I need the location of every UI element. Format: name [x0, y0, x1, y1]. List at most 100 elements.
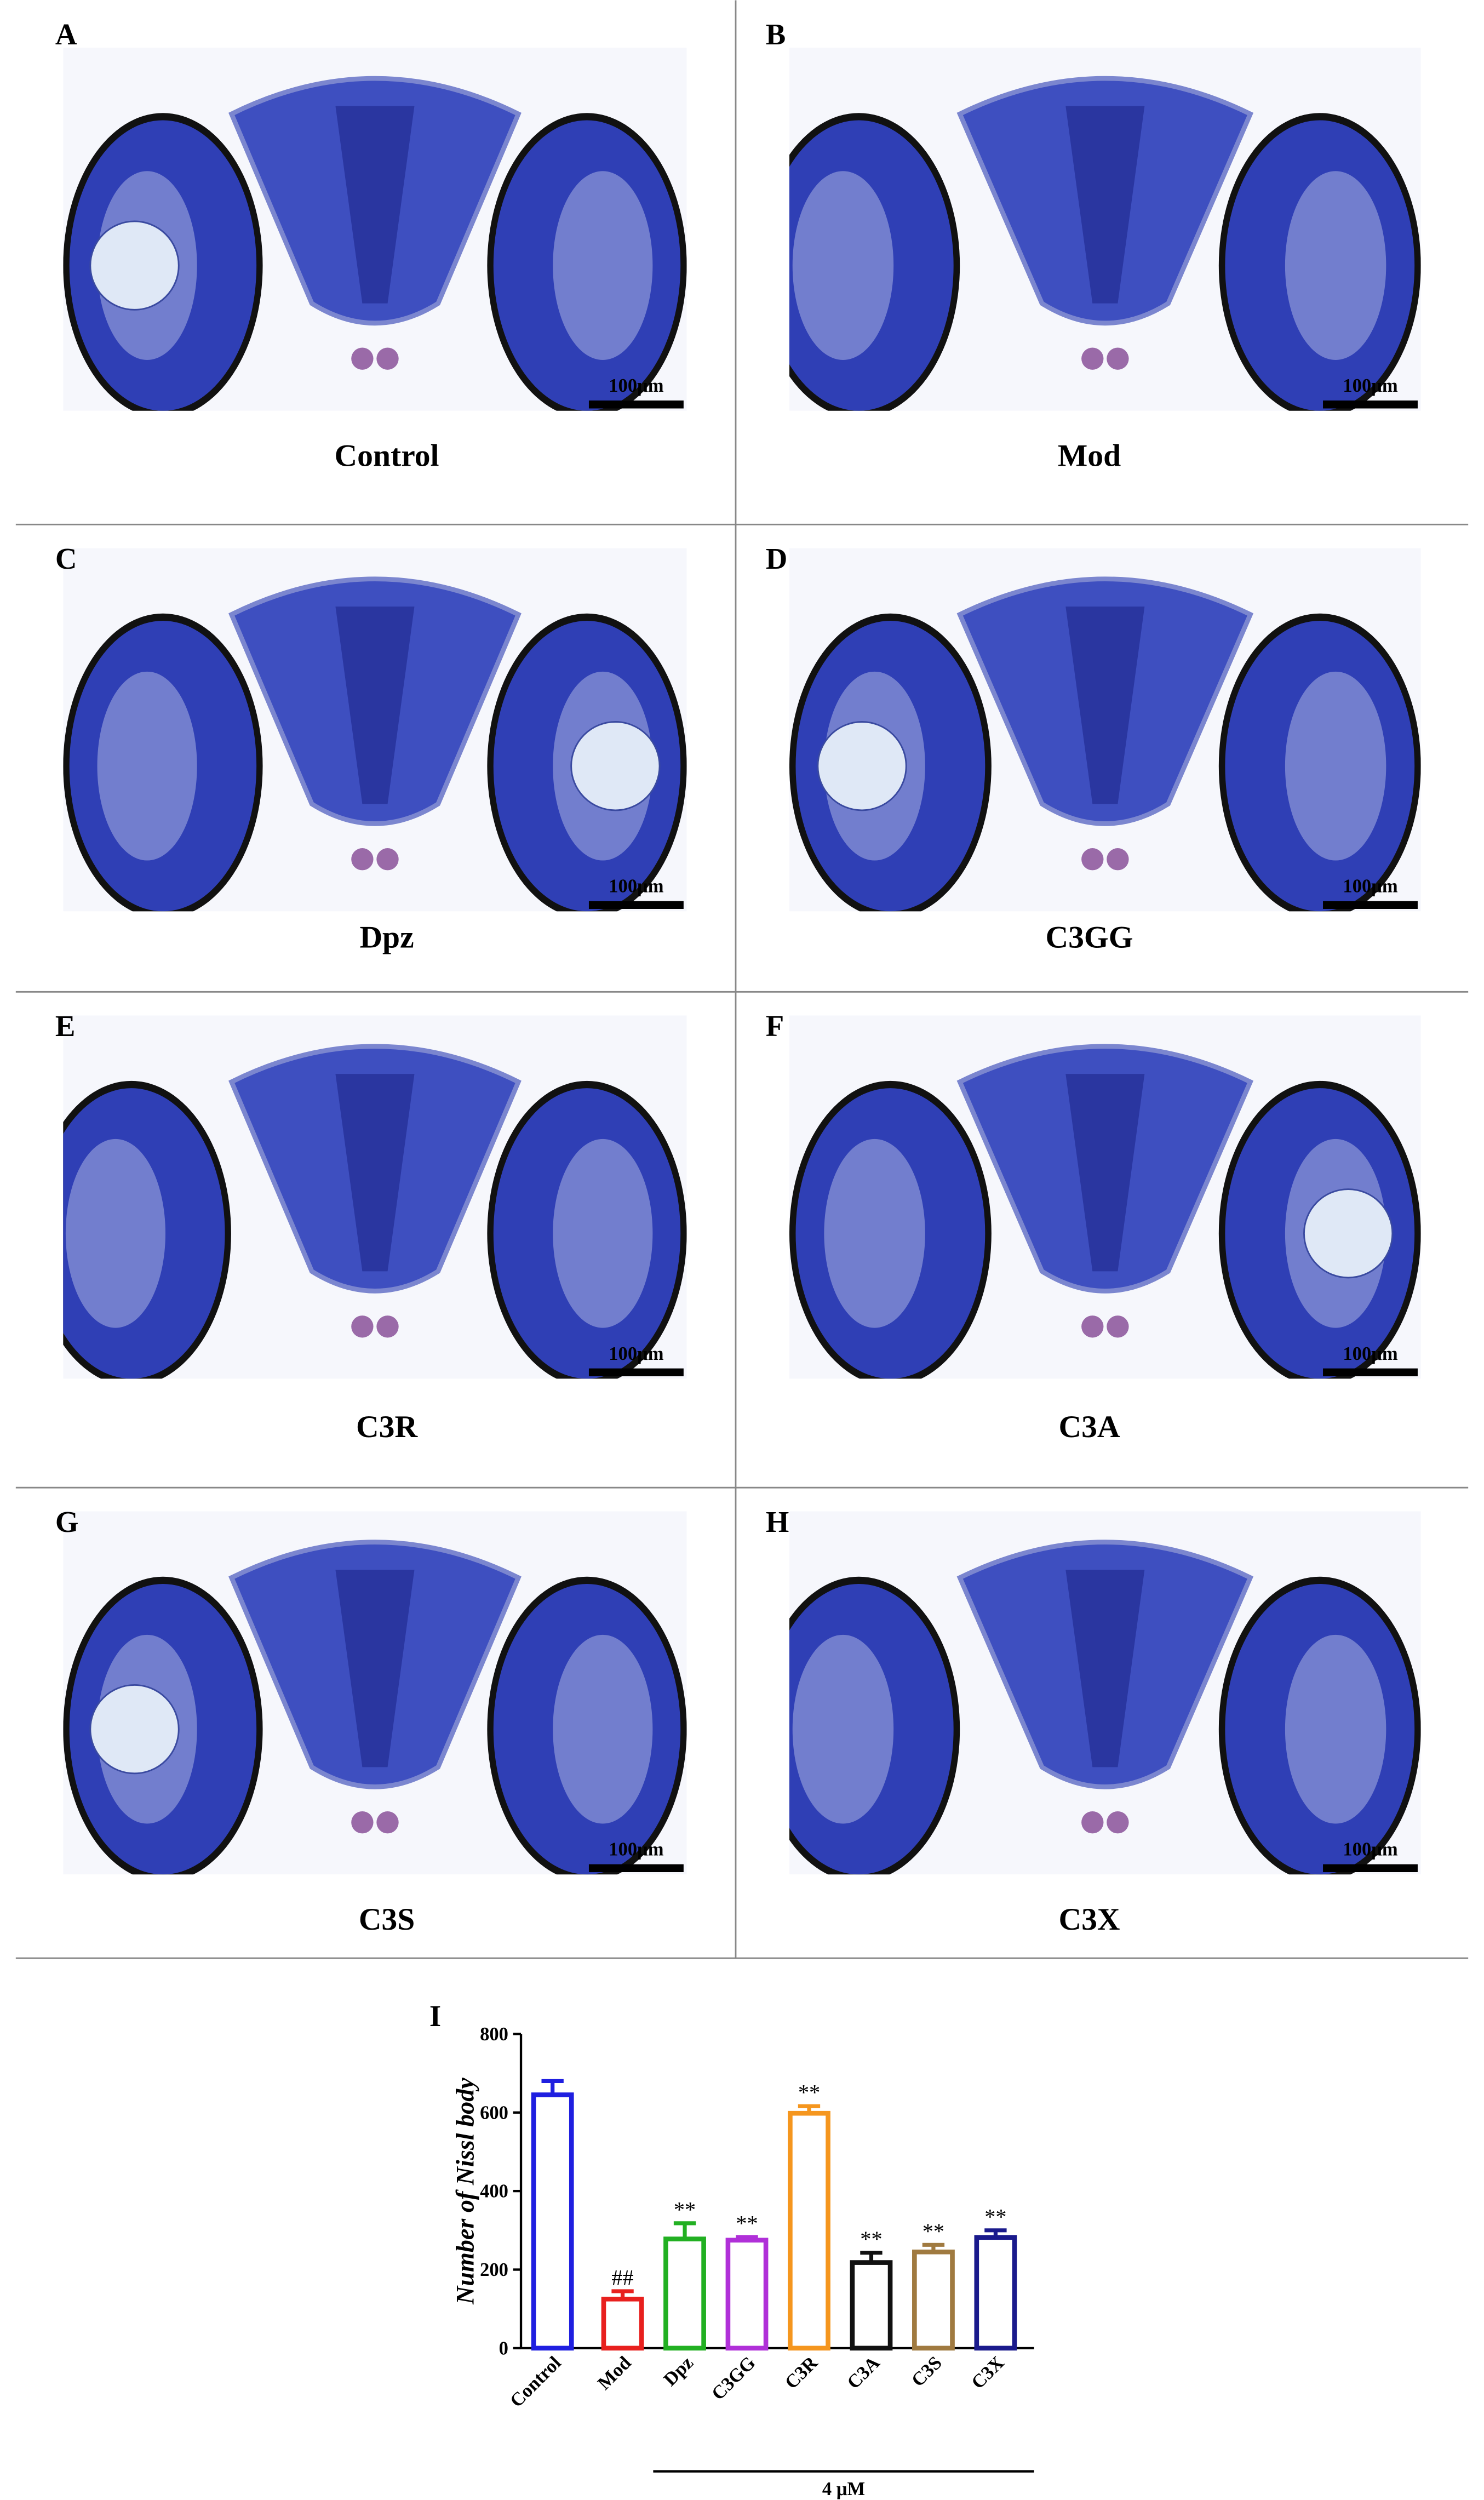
eye-layer [792, 1634, 894, 1824]
panel-letter: G [55, 1505, 79, 1538]
y-tick-label: 800 [480, 2024, 508, 2045]
tissue [351, 1315, 374, 1338]
brain-core [335, 106, 415, 304]
scale-bar-label: 100μm [609, 876, 663, 897]
tissue [376, 347, 399, 370]
brain-core [335, 1074, 415, 1272]
bar [601, 2296, 644, 2351]
bar [531, 2092, 574, 2351]
panel-letter: I [429, 1999, 441, 2033]
brain-core [335, 607, 415, 804]
significance: ** [860, 2227, 882, 2251]
panel-letter: H [766, 1505, 789, 1538]
micrograph [789, 1511, 1421, 1875]
eye-layer [65, 1139, 166, 1328]
tissue [1107, 1811, 1129, 1834]
group-label: 4 μM [822, 2479, 865, 2499]
panel-label: Control [335, 439, 439, 473]
panel-label: C3X [1058, 1902, 1120, 1937]
panel-label: Mod [1058, 439, 1121, 473]
eye-layer [553, 1634, 653, 1824]
bar [663, 2236, 706, 2351]
micrograph [789, 548, 1421, 912]
significance: ** [984, 2204, 1006, 2229]
panel-label: C3R [356, 1410, 418, 1444]
panel-letter: D [766, 542, 788, 575]
significance: ** [674, 2197, 696, 2222]
tissue [351, 347, 374, 370]
eye-layer [824, 1139, 925, 1328]
scale-bar-label: 100μm [1343, 1343, 1397, 1364]
bar [974, 2235, 1017, 2351]
y-tick-label: 200 [480, 2259, 508, 2280]
lens [817, 721, 907, 811]
y-tick-label: 600 [480, 2102, 508, 2123]
brain-core [1065, 1570, 1145, 1767]
bar [912, 2249, 955, 2351]
micrograph [63, 1511, 687, 1875]
scale-bar-label: 100μm [1343, 1839, 1397, 1860]
panel-label: C3S [359, 1902, 415, 1937]
tissue [376, 848, 399, 871]
significance: ** [736, 2211, 758, 2235]
scale-bar-label: 100μm [609, 375, 663, 396]
eye-layer [97, 671, 197, 861]
brain-core [335, 1570, 415, 1767]
significance: ** [923, 2219, 944, 2244]
bar [725, 2238, 769, 2351]
micrograph [63, 47, 687, 411]
y-axis-label: Number of Nissl body [451, 2078, 479, 2305]
tissue [376, 1811, 399, 1834]
scale-bar-label: 100μm [609, 1839, 663, 1860]
tissue [376, 1315, 399, 1338]
eye-layer [1285, 671, 1386, 861]
scale-bar-label: 100μm [609, 1343, 663, 1364]
panel-label: C3A [1058, 1410, 1120, 1444]
panel-label: Dpz [359, 920, 414, 955]
tissue [1107, 848, 1129, 871]
bar [850, 2260, 893, 2351]
tissue [1081, 1811, 1104, 1834]
lens [89, 1684, 180, 1775]
x-tick-label: C3S [908, 2352, 946, 2390]
y-tick-label: 400 [480, 2181, 508, 2202]
panel-label: C3GG [1045, 920, 1133, 955]
tissue [1107, 1315, 1129, 1338]
lens [89, 220, 180, 311]
eye-layer [553, 1139, 653, 1328]
micrograph [789, 1015, 1421, 1379]
tissue [1107, 347, 1129, 370]
brain-core [1065, 607, 1145, 804]
panel-letter: E [55, 1009, 76, 1043]
x-tick-label: Control [506, 2352, 565, 2411]
panel-letter: F [766, 1009, 784, 1043]
significance: ** [798, 2080, 820, 2105]
x-tick-label: C3A [843, 2352, 884, 2393]
x-tick-label: C3GG [708, 2352, 760, 2404]
eye-layer [1285, 171, 1386, 360]
y-tick-label: 0 [499, 2338, 508, 2359]
x-tick-label: C3R [781, 2352, 822, 2393]
panel-letter: A [55, 18, 77, 51]
tissue [351, 848, 374, 871]
x-tick-label: C3X [967, 2352, 1008, 2393]
brain-core [1065, 1074, 1145, 1272]
scale-bar-label: 100μm [1343, 876, 1397, 897]
tissue [1081, 1315, 1104, 1338]
panel-letter: C [55, 542, 77, 575]
scale-bar-label: 100μm [1343, 375, 1397, 396]
x-tick-label: Dpz [660, 2352, 697, 2390]
eye-layer [792, 171, 894, 360]
micrograph [63, 1015, 687, 1379]
micrograph [63, 548, 687, 912]
tissue [1081, 347, 1104, 370]
brain-core [1065, 106, 1145, 304]
lens [570, 721, 661, 811]
panel-letter: B [766, 18, 786, 51]
tissue [351, 1811, 374, 1834]
eye-layer [553, 171, 653, 360]
bar [788, 2110, 830, 2351]
tissue [1081, 848, 1104, 871]
